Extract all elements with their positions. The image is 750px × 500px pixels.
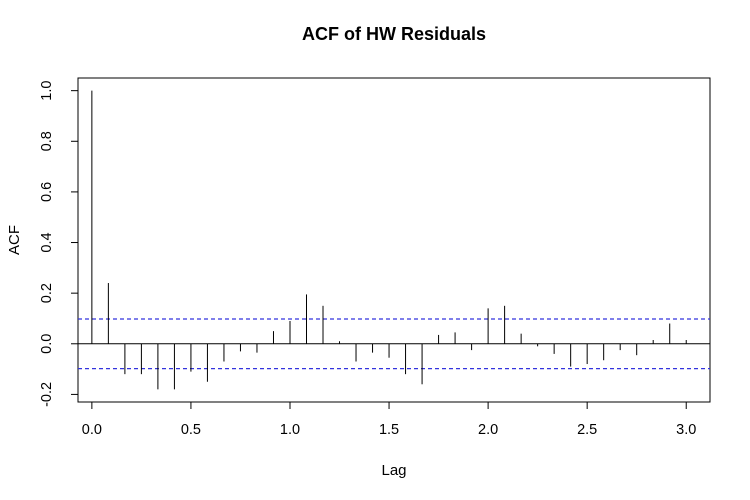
y-tick-label: 0.4 xyxy=(39,232,55,252)
plot-frame xyxy=(77,77,711,403)
x-axis-label: Lag xyxy=(381,462,406,479)
y-axis-label: ACF xyxy=(6,225,23,255)
y-tick-label: 0.2 xyxy=(39,283,55,303)
y-tick-label: 0.8 xyxy=(39,131,55,151)
y-axis: -0.2 0.0 0.2 0.4 0.6 0.8 1.0 xyxy=(39,81,78,407)
x-tick-label: 3.0 xyxy=(676,422,696,438)
x-tick-label: 0.0 xyxy=(82,422,102,438)
x-tick-label: 2.0 xyxy=(478,422,498,438)
x-tick-label: 1.5 xyxy=(379,422,399,438)
x-tick-label: 0.5 xyxy=(181,422,201,438)
y-tick-label: 0.0 xyxy=(39,334,55,354)
x-axis: 0.0 0.5 1.0 1.5 2.0 2.5 3.0 xyxy=(82,402,696,438)
acf-spikes xyxy=(91,90,687,390)
confidence-bounds xyxy=(78,318,710,370)
y-tick-label: 0.6 xyxy=(39,182,55,202)
x-tick-label: 2.5 xyxy=(577,422,597,438)
y-tick-label: 1.0 xyxy=(39,81,55,101)
x-tick-label: 1.0 xyxy=(280,422,300,438)
chart-title: ACF of HW Residuals xyxy=(302,24,486,44)
y-tick-label: -0.2 xyxy=(39,382,55,407)
